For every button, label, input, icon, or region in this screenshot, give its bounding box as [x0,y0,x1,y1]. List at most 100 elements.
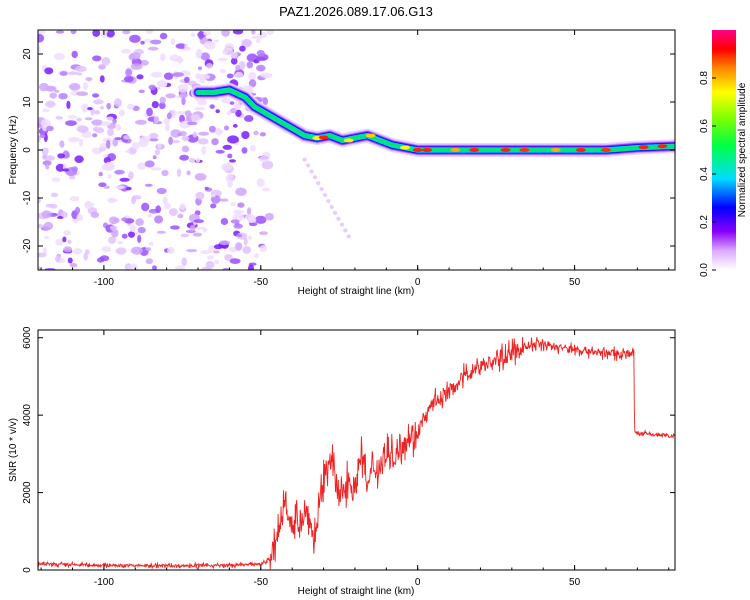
noise-blob [161,169,169,177]
noise-blob [145,247,152,252]
noise-blob [181,97,186,106]
noise-blob [67,239,72,245]
colorbar-tick-label: 0.4 [699,167,710,181]
noise-blob [157,143,162,149]
noise-blob [67,115,78,119]
noise-blob [43,221,54,230]
noise-blob [228,175,234,179]
ridge-peak [469,148,480,152]
noise-blob [177,168,181,177]
colorbar-ticks: 0.0 0.2 0.4 0.6 0.8 [699,71,716,277]
noise-blob [38,252,47,258]
noise-blob [312,175,318,180]
noise-blob [192,232,203,237]
x-tick-label: -50 [254,277,269,288]
noise-blob [38,135,41,143]
noise-blob [161,81,168,88]
noise-blob [179,203,186,211]
noise-blob [159,102,166,110]
ridge-peak [519,148,530,152]
noise-blob [235,64,241,71]
noise-blob [206,63,213,69]
colorbar-label: Normalized spectral amplitude [737,82,748,217]
noise-blob [43,155,55,161]
noise-blob [45,164,50,170]
noise-blob [74,65,87,72]
noise-blob [131,196,136,205]
ridge-peak [550,148,561,152]
noise-blob [151,71,163,78]
ridge-peak [575,148,586,152]
noise-blob [256,64,266,72]
noise-blob [235,242,243,251]
noise-blob [197,66,203,71]
noise-blob [119,177,130,182]
noise-blob [40,119,51,128]
noise-blob [316,181,321,186]
noise-blob [140,40,145,45]
noise-blob [137,162,146,170]
noise-blob [135,218,144,226]
noise-blob [155,205,162,213]
noise-blob [198,30,204,40]
noise-blob [156,187,167,195]
noise-blob [224,43,235,51]
noise-blob [132,105,140,112]
ridge-peak [365,133,376,138]
noise-blob [167,246,175,255]
noise-blob [254,215,267,224]
noise-blob [194,173,207,181]
noise-blob [65,167,78,177]
noise-blob [147,46,159,51]
noise-blob [62,168,69,172]
noise-blob [152,265,157,270]
noise-blob [107,198,118,203]
noise-blob [69,83,81,91]
noise-blob [55,255,61,263]
noise-blob [203,40,216,50]
noise-blob [62,236,67,243]
noise-blob [38,30,46,35]
noise-blob [256,49,265,57]
noise-blob [193,219,204,224]
noise-blob [266,30,274,35]
noise-blob [243,237,248,246]
noise-blob [228,246,238,253]
snr-panel: -100 -50 0 50 0 2000 4000 6000 Height of strai… [8,326,676,597]
noise-blob [56,216,64,219]
noise-blob [219,69,226,74]
ridge-band [193,85,675,155]
noise-blob [131,142,140,150]
noise-blob [181,145,190,153]
noise-blob [101,246,112,253]
noise-blob [144,183,153,187]
noise-blob [255,38,261,44]
noise-blob [129,263,138,270]
noise-blob [160,53,166,61]
noise-blob [54,52,65,61]
ridge-peak [638,145,649,150]
noise-blob [120,48,131,54]
colorbar-tick-label: 0.2 [699,215,710,229]
noise-blob [124,75,134,83]
y-tick-label: 0 [22,147,33,153]
noise-blob [130,63,143,70]
ridge-peak [657,144,668,149]
noise-blob [66,100,71,109]
x-tick-label: 0 [415,577,421,588]
noise-blob [234,71,244,78]
noise-blob [202,227,208,232]
noise-blob [319,187,324,192]
noise-blob [146,107,153,117]
noise-blob [148,241,154,246]
noise-blob [243,40,252,46]
top-x-ticks: -100 -50 0 50 [40,30,670,288]
noise-blob [68,137,80,143]
noise-blob [94,127,105,134]
noise-blob [128,231,135,238]
noise-blob [261,160,274,170]
noise-blob [213,259,220,265]
noise-blob [346,234,351,239]
noise-blob [175,43,187,49]
noise-blob [38,197,41,204]
